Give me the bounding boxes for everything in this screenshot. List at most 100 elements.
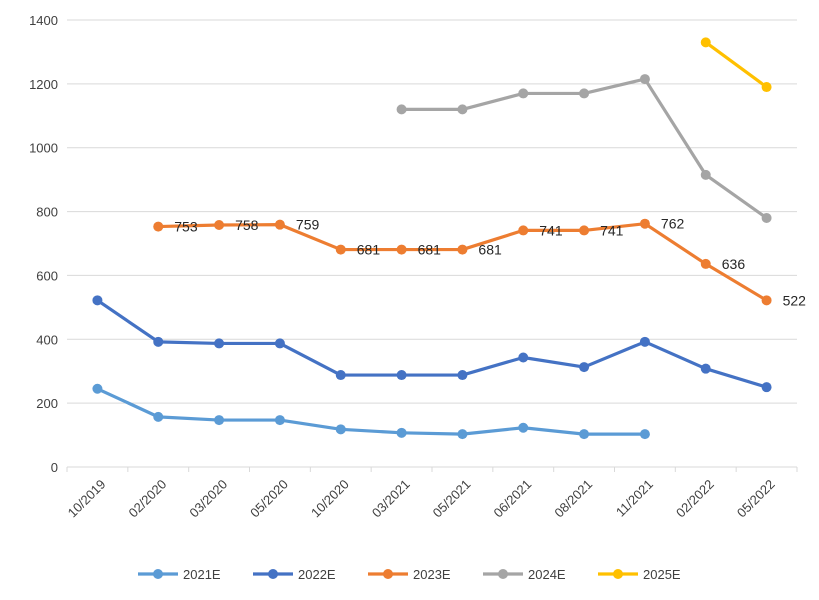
data-point-2023e: [396, 244, 407, 255]
data-point-2022e: [518, 352, 529, 363]
data-label: 681: [478, 242, 502, 258]
gridlines: [67, 19, 797, 468]
series-lines: [92, 37, 772, 440]
data-point-2022e: [457, 370, 468, 381]
legend: 2021E 2022E 2023E 2024E 2025E: [138, 567, 681, 582]
data-label: 741: [600, 222, 624, 238]
x-tick-label: 02/2022: [673, 477, 717, 521]
data-label: 522: [783, 292, 807, 308]
data-point-2021e: [639, 429, 650, 440]
data-point-2024e: [396, 104, 407, 115]
data-label: 681: [418, 242, 442, 258]
legend-swatch-marker: [498, 569, 508, 579]
legend-item-2022e: 2022E: [253, 567, 336, 582]
y-tick-label: 800: [36, 205, 58, 220]
data-label: 741: [539, 222, 563, 238]
x-tick-label: 10/2020: [308, 477, 352, 521]
data-point-2024e: [639, 74, 650, 85]
data-point-2022e: [335, 370, 346, 381]
data-point-2021e: [92, 383, 103, 394]
series-line-2022e: [96, 299, 768, 389]
data-point-2022e: [579, 362, 590, 373]
data-point-2021e: [153, 411, 164, 422]
legend-swatch-marker: [383, 569, 393, 579]
data-point-2021e: [457, 429, 468, 440]
series-line-2025e: [704, 41, 768, 89]
y-tick-label: 600: [36, 268, 58, 283]
legend-item-2025e: 2025E: [598, 567, 681, 582]
legend-swatch-marker: [268, 569, 278, 579]
data-label: 636: [722, 256, 746, 272]
data-label: 753: [174, 219, 198, 235]
x-tick-label: 03/2021: [369, 477, 413, 521]
data-point-2023e: [579, 225, 590, 236]
data-point-2024e: [761, 212, 772, 223]
series-line-2024e: [401, 77, 768, 220]
legend-label: 2022E: [298, 567, 336, 582]
data-point-2023e: [518, 225, 529, 236]
x-tick-label: 10/2019: [65, 477, 109, 521]
data-point-2023e: [153, 221, 164, 232]
data-point-2022e: [153, 336, 164, 347]
y-tick-label: 1400: [29, 13, 58, 28]
data-point-2021e: [396, 427, 407, 438]
data-point-2023e: [700, 258, 711, 269]
legend-label: 2024E: [528, 567, 566, 582]
x-tick-label: 02/2020: [126, 477, 170, 521]
data-point-2021e: [214, 415, 225, 426]
legend-item-2021e: 2021E: [138, 567, 221, 582]
data-point-2024e: [457, 104, 468, 115]
data-point-2025e: [700, 37, 711, 48]
data-point-2022e: [92, 295, 103, 306]
data-point-2023e: [457, 244, 468, 255]
data-label: 762: [661, 216, 685, 232]
data-label: 681: [357, 242, 381, 258]
data-point-2021e: [579, 429, 590, 440]
x-tick-label: 05/2020: [247, 477, 291, 521]
series-line-2023e: [158, 222, 768, 302]
data-labels: 753 758 759 681 681 681 741 741 762 636 522: [174, 216, 806, 309]
legend-label: 2021E: [183, 567, 221, 582]
y-tick-label: 0: [51, 460, 58, 475]
data-point-2021e: [335, 424, 346, 435]
legend-item-2024e: 2024E: [483, 567, 566, 582]
data-point-2023e: [335, 244, 346, 255]
data-point-2022e: [639, 336, 650, 347]
x-tick-label: 05/2022: [734, 477, 778, 521]
x-tick-label: 06/2021: [491, 477, 535, 521]
data-point-2021e: [518, 422, 529, 433]
data-point-2024e: [579, 88, 590, 99]
legend-swatch-marker: [613, 569, 623, 579]
y-tick-label: 1200: [29, 77, 58, 92]
data-point-2021e: [274, 415, 285, 426]
data-point-2022e: [214, 338, 225, 349]
x-tick-label: 03/2020: [186, 477, 230, 521]
data-point-2022e: [700, 363, 711, 374]
legend-label: 2025E: [643, 567, 681, 582]
data-point-2022e: [274, 338, 285, 349]
y-tick-label: 200: [36, 396, 58, 411]
data-point-2023e: [761, 295, 772, 306]
data-point-2024e: [700, 169, 711, 180]
legend-swatch-marker: [153, 569, 163, 579]
legend-item-2023e: 2023E: [368, 567, 451, 582]
axes: 0 200 400 600 800 1000 1200 1400 10/2019 02/2020 0…: [29, 13, 798, 521]
data-point-2022e: [396, 370, 407, 381]
y-tick-label: 1000: [29, 141, 58, 156]
x-tick-label: 11/2021: [613, 477, 656, 520]
y-tick-label: 400: [36, 332, 58, 347]
data-point-2023e: [214, 219, 225, 230]
data-point-2024e: [518, 88, 529, 99]
x-tick-label: 05/2021: [430, 477, 474, 521]
data-point-2025e: [761, 82, 772, 93]
x-tick-label: 08/2021: [551, 477, 595, 521]
series-line-2021e: [96, 387, 645, 436]
data-point-2023e: [274, 219, 285, 230]
legend-label: 2023E: [413, 567, 451, 582]
data-label: 759: [296, 217, 320, 233]
data-label: 758: [235, 217, 259, 233]
data-point-2023e: [639, 218, 650, 229]
data-point-2022e: [761, 382, 772, 393]
